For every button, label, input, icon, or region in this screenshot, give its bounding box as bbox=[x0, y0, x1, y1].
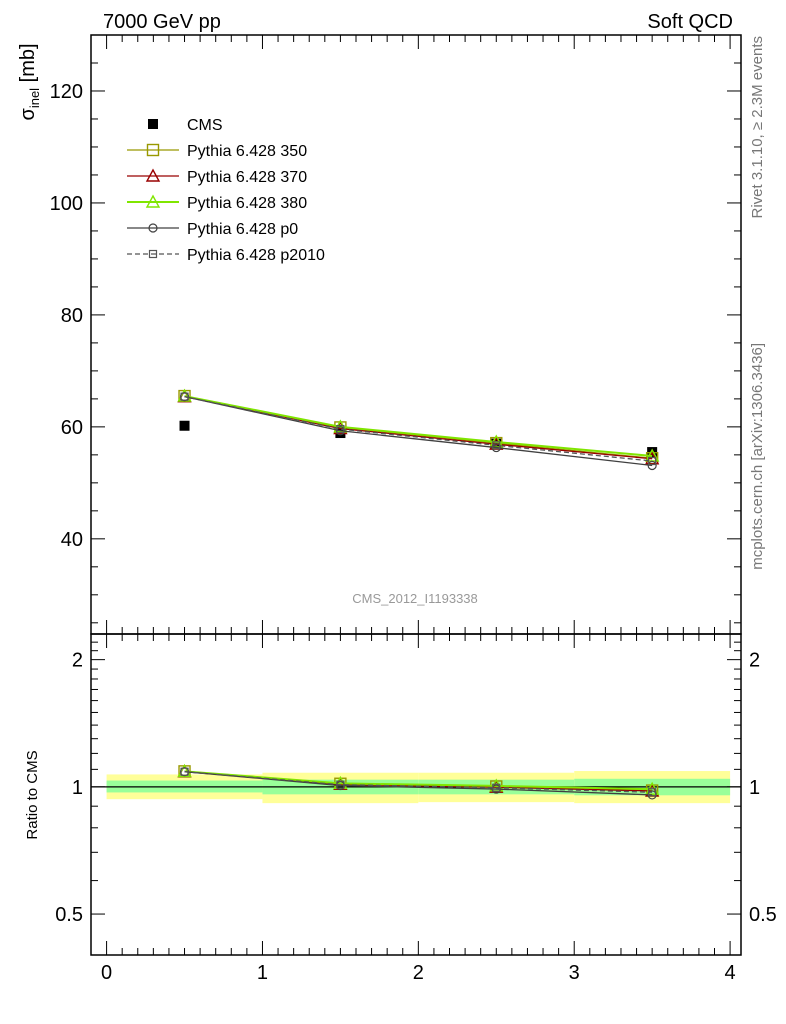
legend-marker bbox=[145, 168, 161, 182]
x-tick-label: 0 bbox=[101, 962, 112, 984]
ratio-point-pythia-6-428-p2010 bbox=[336, 780, 345, 789]
legend-label: Pythia 6.428 p2010 bbox=[187, 247, 325, 264]
source-label: mcplots.cern.ch [arXiv:1306.3436] bbox=[749, 343, 766, 570]
ratio-line-pythia-6-428-p0 bbox=[184, 771, 653, 796]
ratio-line-pythia-6-428-380 bbox=[184, 770, 653, 791]
x-tick-label: 1 bbox=[257, 962, 268, 984]
main-y-tick-label: 120 bbox=[50, 81, 83, 103]
ratio-y-tick-label-right: 1 bbox=[749, 777, 760, 799]
x-tick-label: 4 bbox=[725, 962, 736, 984]
ratio-y-axis-label: Ratio to CMS bbox=[24, 750, 41, 839]
ratio-panel-frame bbox=[90, 633, 742, 956]
main-y-axis-label: σinel [mb] bbox=[17, 43, 42, 120]
rivet-label: Rivet 3.1.10, ≥ 2.3M events bbox=[749, 36, 766, 219]
ratio-point-pythia-6-428-p2010 bbox=[492, 783, 501, 792]
legend-marker bbox=[146, 143, 160, 157]
main-point-pythia-6-428-p2010 bbox=[180, 392, 189, 401]
main-series-group bbox=[177, 388, 660, 471]
main-y-tick-label: 40 bbox=[61, 529, 83, 551]
legend-marker bbox=[148, 223, 158, 233]
legend-marker bbox=[148, 119, 158, 129]
ratio-y-tick-label-right: 2 bbox=[749, 650, 760, 672]
main-line-pythia-6-428-380 bbox=[184, 395, 653, 457]
main-point-pythia-6-428-p0 bbox=[647, 460, 657, 471]
ratio-y-tick-label: 1 bbox=[72, 777, 83, 799]
main-y-tick-label: 80 bbox=[61, 305, 83, 327]
legend: CMS Pythia 6.428 350 Pythia 6.428 370 Pythi… bbox=[127, 117, 325, 264]
ratio-line-pythia-6-428-p2010 bbox=[184, 771, 653, 793]
main-y-tick-label: 60 bbox=[61, 417, 83, 439]
legend-marker bbox=[145, 194, 161, 208]
ratio-y-tick-label: 2 bbox=[72, 650, 83, 672]
main-point-pythia-6-428-p2010 bbox=[336, 425, 345, 434]
beam-label: 7000 GeV pp bbox=[103, 11, 221, 33]
main-point-pythia-6-428-p2010 bbox=[648, 456, 657, 466]
process-label: Soft QCD bbox=[647, 11, 733, 33]
ratio-point-pythia-6-428-p2010 bbox=[648, 788, 657, 797]
ratio-point-pythia-6-428-p2010 bbox=[180, 767, 189, 776]
legend-label: Pythia 6.428 380 bbox=[187, 195, 307, 212]
legend-marker bbox=[148, 249, 158, 259]
legend-label: Pythia 6.428 p0 bbox=[187, 221, 298, 238]
main-point-pythia-6-428-p2010 bbox=[492, 441, 501, 450]
x-tick-label: 2 bbox=[413, 962, 424, 984]
ratio-series-group bbox=[177, 763, 660, 800]
main-line-pythia-6-428-p2010 bbox=[184, 396, 653, 462]
main-line-pythia-6-428-370 bbox=[184, 396, 653, 460]
legend-label: Pythia 6.428 370 bbox=[187, 169, 307, 186]
main-y-tick-label: 100 bbox=[50, 193, 83, 215]
ratio-y-tick-label-right: 0.5 bbox=[749, 904, 777, 926]
main-line-pythia-6-428-p0 bbox=[184, 396, 653, 467]
ratio-y-tick-label: 0.5 bbox=[55, 904, 83, 926]
legend-label: Pythia 6.428 350 bbox=[187, 143, 307, 160]
analysis-id-label: CMS_2012_I1193338 bbox=[352, 591, 478, 606]
main-point-cms bbox=[179, 420, 190, 431]
axes: 40 60 80 100 120 0 1 2 3 4 0.5 0.5 1 1 2 2 bbox=[50, 34, 777, 984]
x-tick-label: 3 bbox=[569, 962, 580, 984]
legend-label: CMS bbox=[187, 117, 223, 134]
